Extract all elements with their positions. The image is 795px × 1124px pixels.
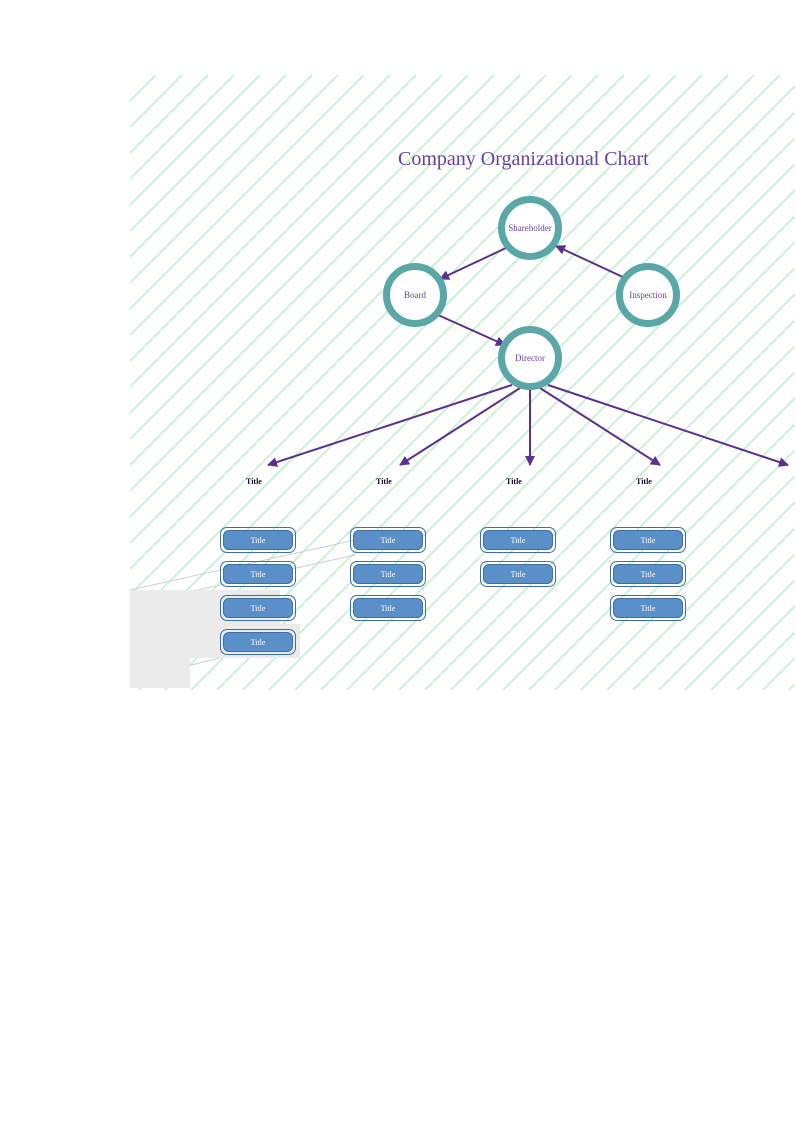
title-box: Title [353,564,423,584]
title-box: Title [483,530,553,550]
chart-title: Company Organizational Chart [398,148,649,171]
dept-title: Title [246,477,262,486]
chart-overlay: Company Organizational Chart Shareholder B… [0,0,795,1124]
org-node-label: Board [404,290,426,300]
title-box: Title [353,530,423,550]
title-box: Title [223,530,293,550]
title-box: Title [223,632,293,652]
title-box: Title [483,564,553,584]
title-box: Title [223,598,293,618]
org-node-director: Director [498,326,562,390]
title-box: Title [353,598,423,618]
org-node-label: Shareholder [508,223,551,233]
org-node-inspection: Inspection [616,263,680,327]
dept-title: Title [506,477,522,486]
grey-block [130,658,190,688]
title-box: Title [613,598,683,618]
dept-title: Title [376,477,392,486]
org-node-shareholder: Shareholder [498,196,562,260]
title-box: Title [613,564,683,584]
dept-title: Title [636,477,652,486]
org-node-board: Board [383,263,447,327]
title-box: Title [223,564,293,584]
org-node-label: Inspection [629,290,667,300]
title-box: Title [613,530,683,550]
org-node-label: Director [515,353,545,363]
